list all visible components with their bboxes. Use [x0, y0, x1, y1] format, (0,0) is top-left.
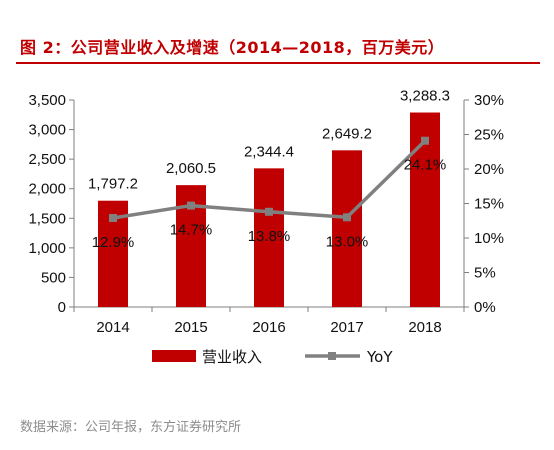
y-right-tick-label: 10%	[474, 230, 504, 247]
bar	[332, 150, 362, 307]
y-right-tick-label: 0%	[474, 299, 496, 316]
bar-value-label: 2,649.2	[322, 125, 372, 142]
x-tick-label: 2016	[252, 319, 285, 336]
yoy-value-label: 14.7%	[170, 222, 213, 239]
legend-swatch-revenue	[152, 350, 196, 362]
y-right-tick-label: 30%	[474, 92, 504, 109]
y-right-tick-label: 15%	[474, 196, 504, 213]
bar-value-label: 2,344.4	[244, 143, 294, 160]
legend-swatch-yoy-marker	[328, 352, 336, 360]
yoy-marker	[109, 213, 117, 222]
legend-label-revenue: 营业收入	[202, 348, 262, 366]
y-left-tick-label: 1,000	[28, 240, 66, 257]
bar-value-label: 3,288.3	[400, 88, 450, 105]
yoy-value-label: 13.0%	[326, 233, 369, 250]
y-left-tick-label: 3,500	[28, 92, 66, 109]
y-right-tick-label: 5%	[474, 265, 496, 282]
x-tick-label: 2014	[96, 319, 129, 336]
y-right-tick-label: 20%	[474, 161, 504, 178]
y-right-tick-label: 25%	[474, 127, 504, 144]
yoy-marker	[343, 213, 351, 222]
bar	[410, 112, 440, 308]
yoy-marker	[187, 201, 195, 210]
y-left-tick-label: 3,000	[28, 122, 66, 139]
legend-label-yoy: YoY	[366, 348, 393, 366]
bar-value-label: 1,797.2	[88, 176, 138, 193]
x-tick-label: 2017	[330, 319, 363, 336]
yoy-value-label: 13.8%	[248, 228, 291, 245]
yoy-marker	[421, 136, 429, 145]
y-left-tick-label: 2,500	[28, 151, 66, 168]
y-left-tick-label: 1,500	[28, 210, 66, 227]
y-left-tick-label: 2,000	[28, 181, 66, 198]
title-divider	[16, 62, 540, 64]
x-tick-label: 2015	[174, 319, 207, 336]
y-left-tick-label: 0	[58, 299, 66, 316]
chart-title: 图 2：公司营业收入及增速（2014—2018，百万美元）	[20, 38, 445, 57]
bar-value-label: 2,060.5	[166, 160, 216, 177]
bar	[254, 168, 284, 307]
yoy-value-label: 24.1%	[404, 157, 447, 174]
yoy-value-label: 12.9%	[92, 234, 135, 251]
yoy-marker	[265, 207, 273, 216]
source-note: 数据来源：公司年报，东方证券研究所	[20, 420, 242, 435]
y-left-tick-label: 500	[41, 269, 66, 286]
x-tick-label: 2018	[408, 319, 441, 336]
